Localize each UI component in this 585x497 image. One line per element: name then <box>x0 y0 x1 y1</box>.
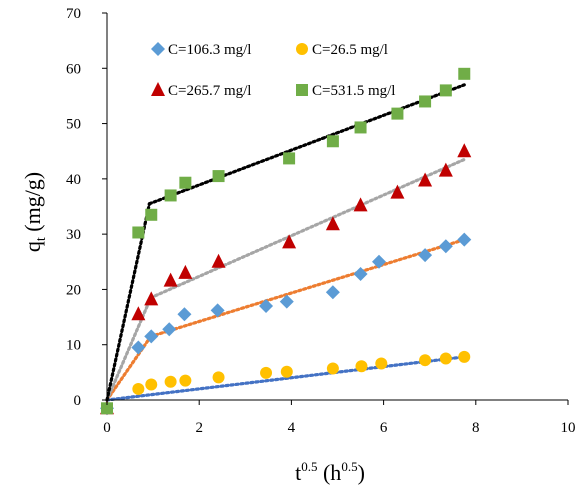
x-tick-label: 8 <box>472 420 480 436</box>
y-tick-label: 30 <box>66 227 81 243</box>
data-point-series-1 <box>418 248 433 263</box>
data-point-series-1 <box>162 322 177 337</box>
y-tick-label: 40 <box>66 172 81 188</box>
data-point-series-4 <box>419 95 432 108</box>
x-tick-label: 2 <box>195 420 203 436</box>
y-tick-label: 70 <box>66 6 81 22</box>
data-point-series-1 <box>371 254 386 269</box>
y-tick-label: 0 <box>74 393 82 409</box>
data-point-series-4 <box>164 189 177 202</box>
x-axis-title-sup2: 0.5 <box>341 459 357 474</box>
data-point-series-3 <box>457 143 472 158</box>
x-axis-title-end: ) <box>358 460 365 485</box>
data-point-series-3 <box>211 253 226 268</box>
data-point-series-2 <box>375 357 388 370</box>
y-axis-title: qt (mg/g) <box>20 172 49 252</box>
data-point-series-1 <box>177 307 192 322</box>
data-point-series-1 <box>438 239 453 254</box>
data-point-series-3 <box>163 272 178 287</box>
y-tick-label: 10 <box>66 338 81 354</box>
legend-label: C=26.5 mg/l <box>312 42 388 58</box>
trendline-series-2 <box>105 355 466 402</box>
legend: C=106.3 mg/l C=26.5 mg/l C=265.7 mg/l C=531… <box>151 42 395 99</box>
data-point-series-2 <box>280 365 293 378</box>
y-axis-title-rest: (mg/g) <box>20 172 45 237</box>
data-point-series-4 <box>101 402 113 415</box>
data-point-series-4 <box>132 226 145 239</box>
data-point-series-1 <box>210 303 225 318</box>
data-point-series-3 <box>178 264 193 279</box>
y-axis-title-sub: t <box>34 237 49 241</box>
data-point-series-2 <box>145 378 158 391</box>
data-point-series-1 <box>457 232 472 247</box>
data-point-series-2 <box>179 374 192 387</box>
data-point-series-3 <box>282 234 297 249</box>
x-tick-label: 0 <box>103 420 111 436</box>
data-point-series-2 <box>439 352 452 365</box>
legend-marker <box>151 82 165 96</box>
data-point-series-3 <box>353 197 368 212</box>
legend-label: C=265.7 mg/l <box>168 83 251 99</box>
tick-labels: 0 2 4 6 8 10 0 10 20 30 40 50 60 70 <box>66 6 576 436</box>
data-point-series-1 <box>259 299 274 314</box>
trendline-series-3 <box>149 157 466 300</box>
data-point-series-3 <box>418 172 433 187</box>
data-point-series-3 <box>438 162 453 177</box>
data-point-series-1 <box>353 266 368 281</box>
x-axis-title-base: t <box>295 460 301 485</box>
data-point-series-4 <box>354 121 367 134</box>
trendline-series-3 <box>105 296 153 402</box>
data-point-series-1 <box>144 329 159 344</box>
data-point-series-4 <box>458 67 471 80</box>
data-point-series-1 <box>279 294 294 309</box>
legend-label: C=106.3 mg/l <box>168 42 251 58</box>
y-tick-label: 60 <box>66 61 81 77</box>
data-point-series-2 <box>458 350 471 363</box>
trendline-series-1 <box>149 238 466 339</box>
legend-marker <box>296 43 308 55</box>
x-tick-label: 10 <box>561 420 576 436</box>
data-point-series-2 <box>419 354 432 367</box>
trendlines <box>105 83 466 402</box>
data-point-series-2 <box>326 362 339 375</box>
data-point-series-1 <box>325 285 340 300</box>
legend-marker <box>296 84 308 96</box>
data-point-series-3 <box>390 184 405 199</box>
x-tick-label: 4 <box>288 420 296 436</box>
data-point-series-2 <box>212 371 225 384</box>
axes <box>102 12 569 405</box>
y-tick-label: 50 <box>66 117 81 133</box>
data-point-series-3 <box>144 291 159 306</box>
x-tick-label: 6 <box>380 420 388 436</box>
trendline-series-4 <box>147 83 466 206</box>
data-point-series-4 <box>179 176 192 189</box>
data-point-series-1 <box>131 340 146 355</box>
y-tick-label: 20 <box>66 282 81 298</box>
x-axis-title: t0.5 (h0.5) <box>295 459 365 485</box>
data-point-series-3 <box>325 216 340 231</box>
x-axis-title-mid: (h <box>317 460 341 485</box>
x-axis-title-sup: 0.5 <box>301 459 317 474</box>
legend-label: C=531.5 mg/l <box>312 83 395 99</box>
data-point-series-4 <box>439 84 452 97</box>
data-point-series-4 <box>212 170 225 183</box>
data-point-series-4 <box>326 135 339 148</box>
data-point-series-2 <box>260 366 273 379</box>
data-point-series-2 <box>164 375 177 388</box>
y-axis-title-base: q <box>20 241 45 252</box>
data-point-series-3 <box>131 306 146 321</box>
data-point-series-4 <box>145 208 158 221</box>
data-markers <box>100 67 472 416</box>
data-point-series-4 <box>391 107 404 120</box>
data-point-series-2 <box>132 382 145 395</box>
legend-marker <box>151 42 165 56</box>
data-point-series-4 <box>283 152 296 165</box>
data-point-series-2 <box>355 360 368 373</box>
